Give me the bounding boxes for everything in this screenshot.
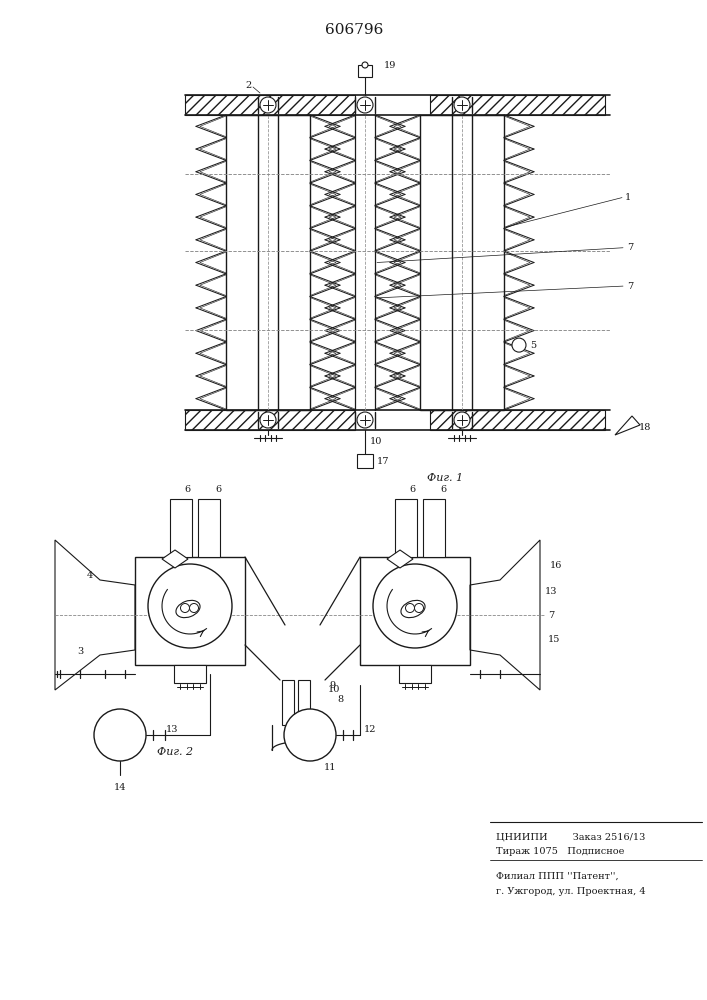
Text: 6: 6 xyxy=(409,485,415,493)
Text: 8: 8 xyxy=(337,696,343,704)
Polygon shape xyxy=(387,550,413,568)
Bar xyxy=(395,499,417,557)
Circle shape xyxy=(180,603,189,612)
Text: 2: 2 xyxy=(245,81,251,90)
Circle shape xyxy=(357,412,373,428)
Text: 7: 7 xyxy=(627,282,633,291)
Bar xyxy=(198,499,220,557)
Circle shape xyxy=(260,412,276,428)
Text: 14: 14 xyxy=(114,782,127,792)
Circle shape xyxy=(406,603,414,612)
Text: 19: 19 xyxy=(384,60,396,70)
Text: 11: 11 xyxy=(324,762,337,772)
Circle shape xyxy=(357,97,373,113)
Text: 606796: 606796 xyxy=(325,23,383,37)
Bar xyxy=(399,665,431,683)
Circle shape xyxy=(454,412,470,428)
Ellipse shape xyxy=(401,600,425,618)
Text: 1: 1 xyxy=(625,193,631,202)
Text: 12: 12 xyxy=(363,726,376,734)
Circle shape xyxy=(414,603,423,612)
Text: Тираж 1075   Подписное: Тираж 1075 Подписное xyxy=(496,848,624,856)
Text: M: M xyxy=(302,728,318,742)
Bar xyxy=(185,95,355,115)
Text: Фиг. 1: Фиг. 1 xyxy=(427,473,463,483)
Polygon shape xyxy=(162,550,188,568)
Bar xyxy=(185,410,355,430)
Text: 18: 18 xyxy=(639,422,651,432)
Text: 3: 3 xyxy=(77,648,83,656)
Bar xyxy=(358,65,372,77)
Bar xyxy=(226,115,310,410)
Text: Фиг. 2: Фиг. 2 xyxy=(157,747,193,757)
Text: 9: 9 xyxy=(329,680,335,690)
Circle shape xyxy=(148,564,232,648)
Text: 15: 15 xyxy=(548,636,561,645)
Circle shape xyxy=(260,97,276,113)
Text: 10: 10 xyxy=(328,686,340,694)
Text: Филиал ППП ''Патент'',: Филиал ППП ''Патент'', xyxy=(496,871,619,880)
Ellipse shape xyxy=(176,600,200,618)
Text: 7: 7 xyxy=(548,610,554,619)
Text: 17: 17 xyxy=(377,456,390,466)
Text: ЦНИИПИ        Заказ 2516/13: ЦНИИПИ Заказ 2516/13 xyxy=(496,832,645,842)
Circle shape xyxy=(512,338,526,352)
Text: 5: 5 xyxy=(530,341,536,350)
Text: 7: 7 xyxy=(627,243,633,252)
Bar xyxy=(298,680,310,725)
Circle shape xyxy=(373,564,457,648)
Bar xyxy=(282,680,294,725)
Bar xyxy=(430,410,605,430)
Bar xyxy=(360,557,470,665)
Text: 16: 16 xyxy=(550,560,562,570)
Bar xyxy=(135,557,245,665)
Circle shape xyxy=(189,603,199,612)
Text: M: M xyxy=(112,728,129,742)
Bar xyxy=(170,499,192,557)
Circle shape xyxy=(454,97,470,113)
Text: г. Ужгород, ул. Проектная, 4: г. Ужгород, ул. Проектная, 4 xyxy=(496,888,645,896)
Text: 6: 6 xyxy=(440,485,446,493)
Bar xyxy=(357,454,373,468)
Bar xyxy=(430,95,605,115)
Text: 10: 10 xyxy=(370,438,382,446)
Bar xyxy=(174,665,206,683)
Circle shape xyxy=(362,62,368,68)
Text: 13: 13 xyxy=(545,587,558,596)
Bar xyxy=(420,115,504,410)
Text: 6: 6 xyxy=(215,485,221,493)
Circle shape xyxy=(284,709,336,761)
Text: 13: 13 xyxy=(165,726,178,734)
Bar xyxy=(423,499,445,557)
Text: 4: 4 xyxy=(87,570,93,580)
Text: 6: 6 xyxy=(184,485,190,493)
Circle shape xyxy=(94,709,146,761)
